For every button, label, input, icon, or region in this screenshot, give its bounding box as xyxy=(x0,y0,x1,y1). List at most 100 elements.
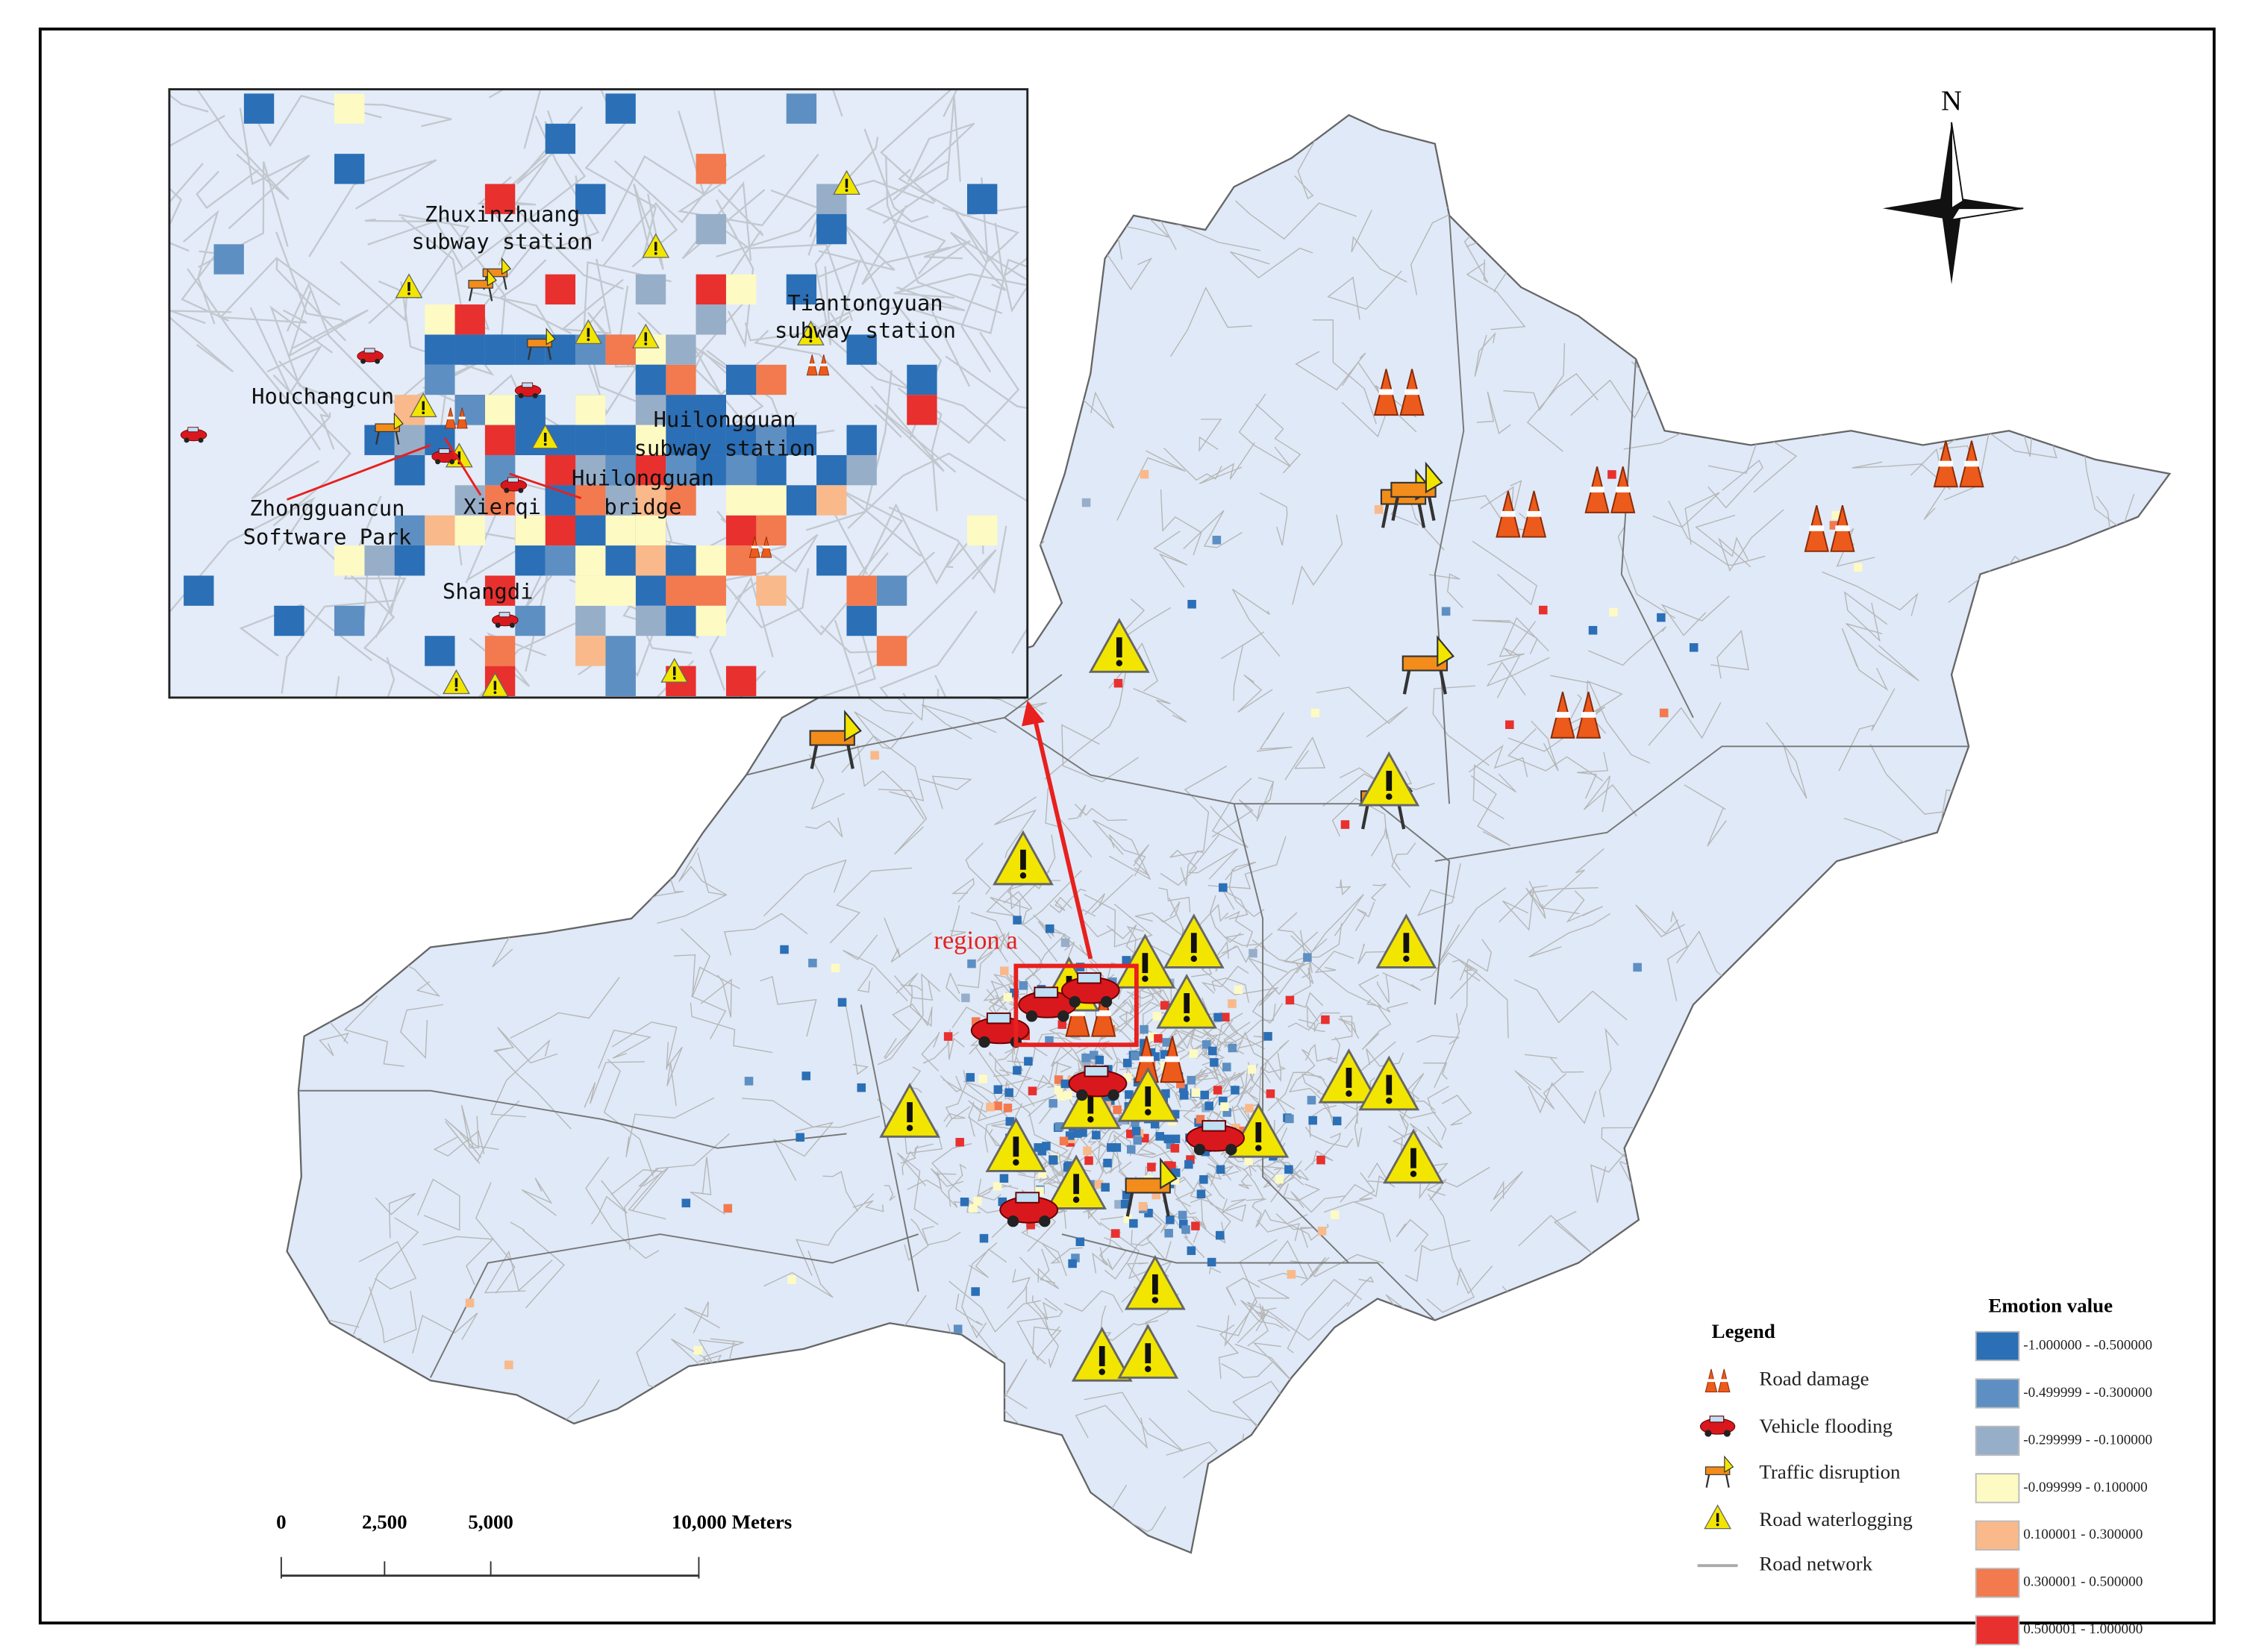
inset-cell xyxy=(666,545,696,576)
emotion-cell xyxy=(960,1198,969,1207)
emotion-cell xyxy=(1057,1020,1067,1029)
road xyxy=(1382,972,1422,992)
road xyxy=(950,905,966,937)
stripe xyxy=(751,545,758,548)
emotion-swatch xyxy=(1975,1378,2020,1409)
traffic-disruption-icon xyxy=(1704,1455,1734,1488)
emotion-cell xyxy=(1176,1079,1185,1089)
emotion-cell xyxy=(1186,1155,1195,1164)
window xyxy=(499,612,510,618)
emotion-cell xyxy=(1200,1090,1209,1100)
inset-cell xyxy=(545,545,576,576)
dot xyxy=(1716,1523,1719,1527)
road xyxy=(949,1280,1041,1333)
road xyxy=(976,933,1006,963)
inset-road xyxy=(272,374,351,527)
waterlogging-icon xyxy=(409,392,437,418)
inset-road xyxy=(319,544,443,698)
vehicle-flooding-icon xyxy=(492,612,519,628)
road xyxy=(603,1059,654,1177)
emotion-swatch xyxy=(1975,1520,2020,1551)
road xyxy=(1247,1311,1290,1347)
road xyxy=(1210,895,1242,943)
inset-road xyxy=(582,261,672,414)
emotion-cell xyxy=(1154,1034,1163,1043)
road xyxy=(678,847,728,895)
road xyxy=(931,1143,972,1193)
vehicle-flooding-icon xyxy=(500,477,528,493)
road xyxy=(1104,1233,1152,1280)
inset-cell xyxy=(786,485,817,516)
inset-cell xyxy=(666,364,696,395)
dot xyxy=(1190,955,1198,963)
road xyxy=(666,1046,683,1107)
bang xyxy=(1386,770,1393,791)
inset-cell xyxy=(605,666,636,696)
sign xyxy=(393,412,404,430)
road xyxy=(1007,1268,1031,1310)
road xyxy=(1170,287,1252,357)
road xyxy=(1340,1174,1396,1203)
inset-road xyxy=(386,657,396,698)
emotion-cell xyxy=(1083,1146,1092,1156)
road xyxy=(796,1192,875,1276)
bang xyxy=(1386,1074,1393,1095)
road xyxy=(1292,514,1343,605)
bang xyxy=(673,666,676,676)
road xyxy=(691,966,740,1040)
inset-road xyxy=(863,128,929,223)
vehicle-flooding-icon xyxy=(1699,1415,1736,1437)
road xyxy=(1169,766,1228,858)
road xyxy=(1419,952,1478,999)
traffic-disruption-icon xyxy=(375,412,404,445)
road xyxy=(585,1157,660,1260)
road xyxy=(1108,642,1158,692)
road xyxy=(822,1171,859,1213)
inset-cell xyxy=(425,636,455,666)
emotion-cell xyxy=(1131,1127,1141,1136)
road xyxy=(1049,889,1087,913)
leg xyxy=(395,431,400,445)
emotion-cell xyxy=(1216,1165,1225,1174)
inset-cell xyxy=(696,575,726,606)
emotion-cell xyxy=(1094,1180,1104,1189)
emotion-cell xyxy=(681,1198,691,1208)
place-label: Zhongguancun xyxy=(249,495,404,521)
inset-road xyxy=(888,506,1007,595)
road xyxy=(1313,319,1377,425)
road xyxy=(1162,1199,1205,1258)
emotion-cell xyxy=(693,1346,703,1355)
leg xyxy=(1705,1474,1710,1488)
road xyxy=(1314,951,1354,973)
emotion-cell xyxy=(1120,1199,1130,1209)
boundary xyxy=(1434,745,1969,863)
road xyxy=(1222,1204,1247,1222)
emotion-cell xyxy=(1374,505,1384,514)
place-label: subway station xyxy=(634,435,816,460)
emotion-cell xyxy=(1310,708,1320,718)
waterlogging-icon xyxy=(985,1117,1047,1172)
inset-cell xyxy=(545,454,576,486)
road xyxy=(1256,777,1275,822)
emotion-cell xyxy=(1144,1209,1153,1218)
road xyxy=(1189,1096,1221,1118)
road xyxy=(1910,448,1946,520)
wheel xyxy=(504,487,510,493)
road xyxy=(1003,891,1033,926)
emotion-cell xyxy=(1075,1237,1085,1247)
inset-cell xyxy=(425,515,455,546)
road xyxy=(1257,712,1293,752)
emotion-cell xyxy=(993,1182,1002,1191)
road xyxy=(1391,842,1416,888)
inset-border xyxy=(168,88,1029,699)
road xyxy=(1251,931,1319,966)
road xyxy=(1541,848,1604,915)
road xyxy=(995,930,1010,963)
road xyxy=(1208,1267,1222,1274)
road xyxy=(1851,461,1951,490)
stripe xyxy=(1555,712,1570,718)
road xyxy=(690,1002,773,1054)
emotion-cell xyxy=(1245,1104,1254,1113)
emotion-cell xyxy=(1317,1227,1327,1236)
vehicle-flooding-icon xyxy=(999,1192,1059,1227)
